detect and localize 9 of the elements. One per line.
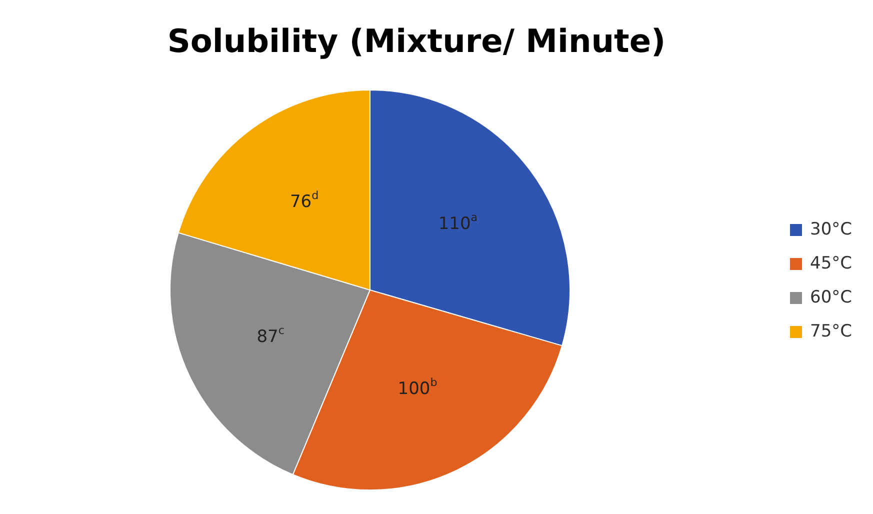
chart-title: Solubility (Mixture/ Minute) — [167, 22, 666, 60]
legend-label: 60°C — [810, 288, 852, 308]
data-label: 76$^{d}$ — [290, 188, 319, 212]
legend-label: 75°C — [810, 322, 852, 342]
data-label: 100$^{b}$ — [398, 376, 438, 399]
legend-label: 45°C — [810, 254, 852, 274]
data-label: 87$^{c}$ — [256, 324, 284, 347]
legend-label: 30°C — [810, 220, 852, 240]
data-label: 110$^{a}$ — [438, 210, 478, 234]
